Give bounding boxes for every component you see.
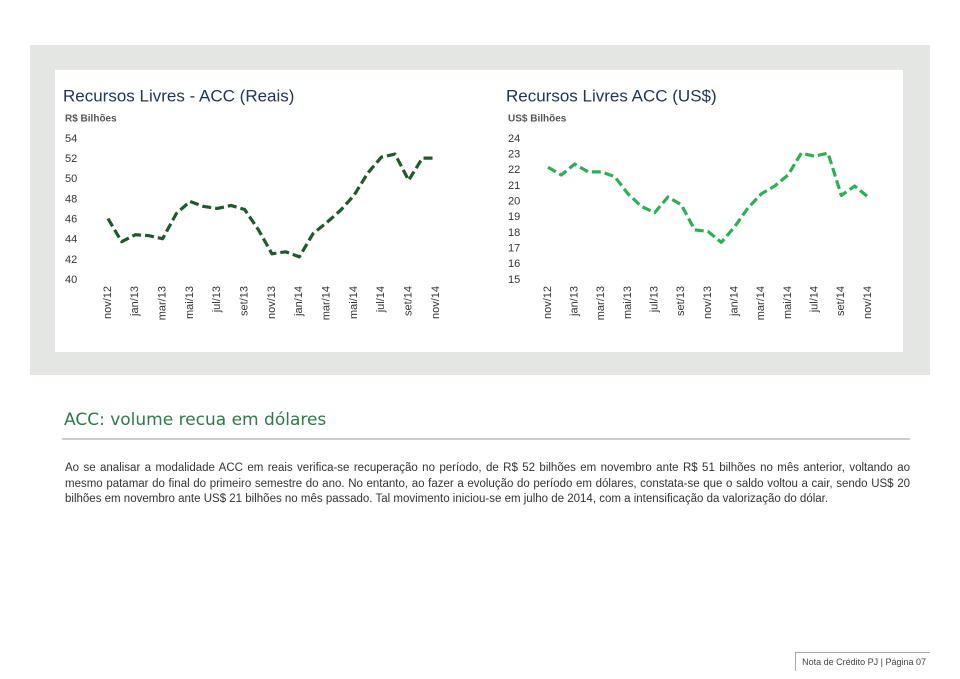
section-body: Ao se analisar a modalidade ACC em reais… [65,462,910,505]
chart-title: Recursos Livres ACC (US$) [506,86,717,105]
x-tick-label: mai/13 [622,286,634,319]
y-tick-label: 19 [508,211,520,223]
x-tick-label: jan/14 [729,286,741,317]
y-tick-label: 44 [65,234,77,246]
x-tick-label: nov/12 [102,286,114,319]
y-tick-label: 40 [65,274,77,286]
data-line [106,152,436,259]
y-tick-label: 21 [508,180,520,192]
y-tick-label: 22 [508,164,520,176]
x-tick-label: nov/13 [702,286,714,319]
y-tick-label: 20 [508,196,520,208]
x-tick-label: mai/13 [184,286,196,319]
section-title: ACC: volume recua em dólares [64,410,327,430]
x-tick-label: set/14 [835,286,847,316]
x-tick-label: set/13 [239,286,251,316]
y-axis-label: R$ Bilhões [65,114,117,125]
y-tick-label: 17 [508,243,520,255]
x-tick-label: mar/14 [321,286,333,320]
x-tick-label: jan/13 [569,286,581,317]
x-tick-label: mai/14 [348,286,360,319]
x-tick-label: nov/12 [542,286,554,319]
chart-title: Recursos Livres - ACC (Reais) [63,86,294,105]
x-tick-label: jul/14 [809,286,821,313]
y-tick-label: 16 [508,258,520,270]
x-tick-label: nov/14 [862,286,874,319]
y-tick-label: 42 [65,254,77,266]
y-tick-label: 54 [65,133,77,145]
y-tick-label: 46 [65,213,77,225]
y-tick-label: 52 [65,153,77,165]
y-axis-label: US$ Bilhões [508,114,567,125]
x-tick-label: jul/13 [211,286,223,313]
x-tick-label: jul/14 [375,286,387,313]
y-tick-label: 24 [508,133,520,145]
y-tick-label: 23 [508,149,520,161]
x-tick-label: set/13 [675,286,687,316]
x-tick-label: mai/14 [782,286,794,319]
x-tick-label: nov/13 [266,286,278,319]
data-line [547,151,870,244]
x-tick-label: jul/13 [649,286,661,313]
rule [62,438,910,440]
y-tick-label: 18 [508,227,520,239]
x-tick-label: mar/13 [157,286,169,320]
y-tick-label: 15 [508,274,520,286]
x-tick-label: jan/13 [129,286,141,317]
x-tick-label: jan/14 [293,286,305,317]
y-tick-label: 50 [65,173,77,185]
charts: Recursos Livres - ACC (Reais) R$ Bilhões 4… [30,45,930,375]
x-tick-label: mar/13 [595,286,607,320]
x-tick-label: nov/14 [430,286,442,319]
chart-panel [55,70,903,352]
footer: Nota de Crédito PJ | Página 07 [795,652,930,671]
x-tick-label: mar/14 [755,286,767,320]
x-tick-label: set/14 [403,286,415,316]
y-tick-label: 48 [65,193,77,205]
